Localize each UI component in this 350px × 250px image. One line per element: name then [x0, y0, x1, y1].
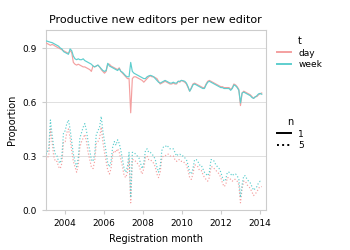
X-axis label: Registration month: Registration month — [109, 234, 203, 243]
Y-axis label: Proportion: Proportion — [7, 95, 16, 145]
Title: Productive new editors per new editor: Productive new editors per new editor — [49, 15, 262, 25]
Legend: 1, 5: 1, 5 — [275, 116, 306, 152]
